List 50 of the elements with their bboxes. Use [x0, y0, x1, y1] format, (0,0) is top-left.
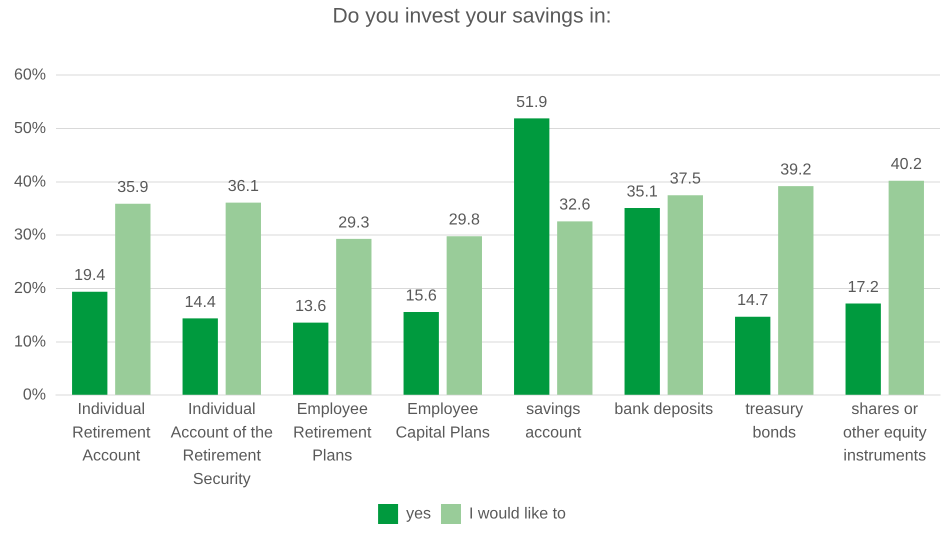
bar	[182, 318, 218, 395]
data-label: 17.2	[848, 278, 879, 296]
bar	[668, 195, 703, 395]
bar	[888, 180, 924, 395]
data-label: 14.4	[184, 294, 216, 311]
bar	[735, 316, 770, 395]
data-label: 36.1	[228, 178, 259, 196]
data-label: 19.4	[74, 267, 106, 284]
bar	[846, 303, 881, 395]
x-tick-label: Employee Retirement Plans	[293, 401, 372, 465]
data-label: 39.2	[780, 162, 812, 179]
bar	[514, 118, 550, 395]
y-tick-label: 0%	[22, 386, 46, 404]
bar	[115, 204, 150, 395]
x-tick-label: Individual Retirement Account	[72, 401, 151, 465]
bar	[336, 238, 372, 395]
legend-label: yes	[406, 505, 431, 522]
data-label: 14.7	[737, 292, 768, 310]
y-tick-label: 50%	[14, 120, 46, 137]
data-label: 29.3	[338, 214, 370, 232]
y-tick-label: 30%	[14, 226, 46, 244]
bar	[624, 208, 660, 395]
bar	[293, 322, 328, 395]
bar	[404, 312, 439, 395]
x-tick-label: treasury bonds	[745, 401, 804, 442]
data-label: 51.9	[516, 94, 548, 111]
data-label: 37.5	[670, 170, 701, 188]
bar	[778, 186, 814, 395]
data-label: 40.2	[890, 156, 922, 174]
bar	[72, 292, 108, 395]
y-tick-label: 60%	[14, 66, 46, 84]
bar	[557, 221, 592, 395]
x-tick-label: bank deposits	[614, 401, 714, 418]
y-tick-label: 40%	[14, 173, 46, 190]
bar	[446, 236, 482, 395]
data-label: 29.8	[448, 212, 480, 229]
legend-label: I would like to	[468, 505, 566, 522]
data-label: 35.1	[626, 183, 658, 200]
data-label: 32.6	[559, 196, 590, 214]
x-tick-label: shares or other equity instruments	[842, 401, 927, 465]
x-tick-label: Individual Account of the Retirement Security	[170, 401, 274, 488]
chart-title: Do you invest your savings in:	[332, 4, 612, 28]
data-label: 13.6	[295, 298, 326, 316]
y-tick-label: 10%	[14, 333, 46, 350]
bar	[226, 202, 261, 395]
data-label: 15.6	[406, 287, 437, 304]
y-tick-label: 20%	[14, 280, 46, 297]
x-tick-label: savings account	[525, 401, 582, 442]
x-tick-label: Employee Capital Plans	[396, 401, 490, 442]
data-label: 35.9	[117, 179, 148, 196]
